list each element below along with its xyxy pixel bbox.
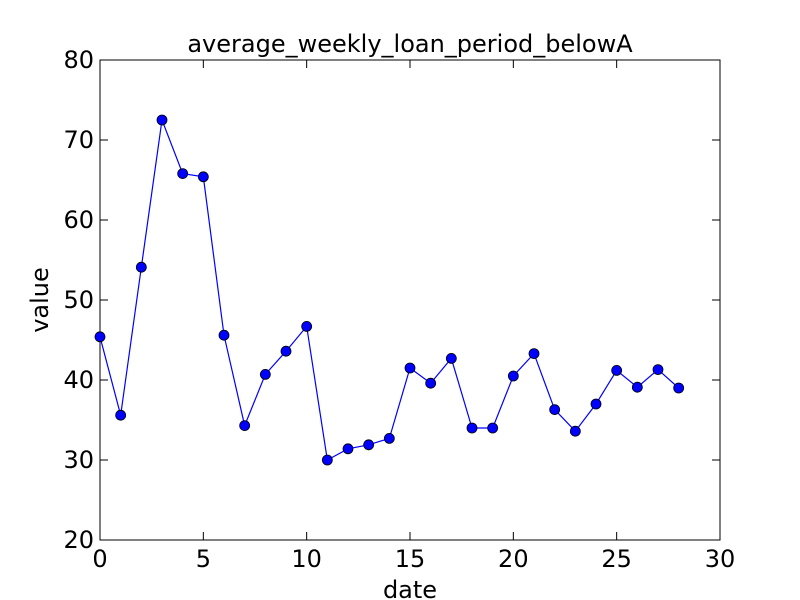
axis-ticks — [99, 59, 721, 541]
data-point — [363, 439, 375, 451]
data-point — [259, 368, 271, 380]
data-point — [445, 352, 457, 364]
data-point — [239, 420, 251, 432]
axis-tick-labels: 0 5 10 15 20 25 30 20 30 40 50 60 70 80 — [63, 46, 735, 573]
data-point — [301, 320, 313, 332]
data-point — [94, 331, 106, 343]
y-axis-label: value — [26, 267, 54, 333]
data-point — [425, 377, 437, 389]
data-point — [280, 345, 292, 357]
data-point — [197, 171, 209, 183]
data-point — [156, 114, 168, 126]
y-tick-label: 30 — [63, 446, 94, 474]
x-tick-label: 5 — [196, 545, 211, 573]
data-point — [466, 422, 478, 434]
x-tick-label: 20 — [498, 545, 529, 573]
data-point — [631, 381, 643, 393]
x-tick-label: 10 — [291, 545, 322, 573]
y-tick-label: 20 — [63, 526, 94, 554]
data-point — [383, 432, 395, 444]
data-point — [177, 168, 189, 180]
x-axis-label: date — [383, 576, 437, 600]
y-tick-label: 70 — [63, 126, 94, 154]
data-point — [218, 329, 230, 341]
x-tick-label: 0 — [92, 545, 107, 573]
x-tick-label: 15 — [395, 545, 426, 573]
data-point — [673, 382, 685, 394]
data-point — [115, 409, 127, 421]
y-tick-label: 80 — [63, 46, 94, 74]
y-tick-label: 40 — [63, 366, 94, 394]
data-point — [569, 425, 581, 437]
data-point — [321, 454, 333, 466]
x-tick-label: 30 — [705, 545, 736, 573]
y-tick-label: 60 — [63, 206, 94, 234]
data-point — [549, 404, 561, 416]
data-point — [611, 364, 623, 376]
data-point — [507, 370, 519, 382]
data-point — [404, 362, 416, 374]
plot-border — [99, 59, 721, 541]
data-point — [528, 348, 540, 360]
data-point — [590, 398, 602, 410]
data-point — [487, 422, 499, 434]
data-point — [135, 261, 147, 273]
data-point — [342, 443, 354, 455]
x-tick-label: 25 — [601, 545, 632, 573]
plot-frame — [99, 59, 721, 541]
y-tick-label: 50 — [63, 286, 94, 314]
chart-title: average_weekly_loan_period_belowA — [187, 30, 633, 58]
data-point — [652, 364, 664, 376]
series-group — [94, 114, 685, 466]
